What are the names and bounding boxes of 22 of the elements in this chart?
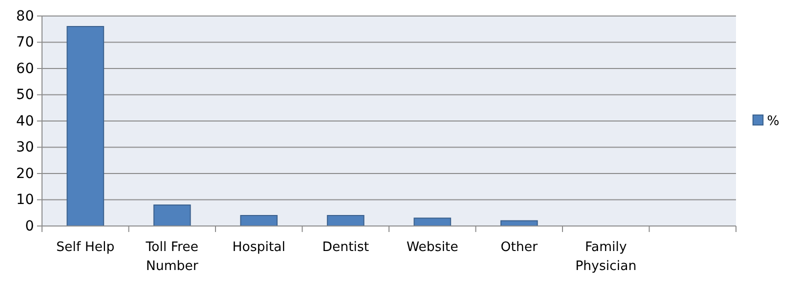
y-tick-label: 0 <box>25 218 34 234</box>
y-tick-label: 30 <box>16 140 34 156</box>
y-tick-label: 10 <box>16 192 34 208</box>
bar <box>153 204 191 226</box>
y-tick-label: 20 <box>16 166 34 182</box>
legend-label: % <box>767 114 780 129</box>
bar <box>66 26 104 226</box>
y-tick-label: 70 <box>16 34 34 51</box>
x-tick-label: Hospital <box>232 240 286 255</box>
y-tick-label: 40 <box>16 113 34 130</box>
bar <box>414 218 452 226</box>
x-tick-label: Other <box>500 240 538 255</box>
x-tick-label: Toll Free Number <box>144 240 199 274</box>
y-tick-label: 60 <box>16 60 34 77</box>
bar <box>240 215 278 226</box>
x-tick-label: Website <box>406 240 458 255</box>
x-tick-label: Family Physician <box>575 240 636 274</box>
y-tick-label: 50 <box>16 87 34 104</box>
x-tick-label: Self Help <box>56 240 114 255</box>
y-tick-label: 80 <box>16 8 34 24</box>
bar <box>326 215 364 226</box>
x-tick-label: Dentist <box>322 240 370 255</box>
